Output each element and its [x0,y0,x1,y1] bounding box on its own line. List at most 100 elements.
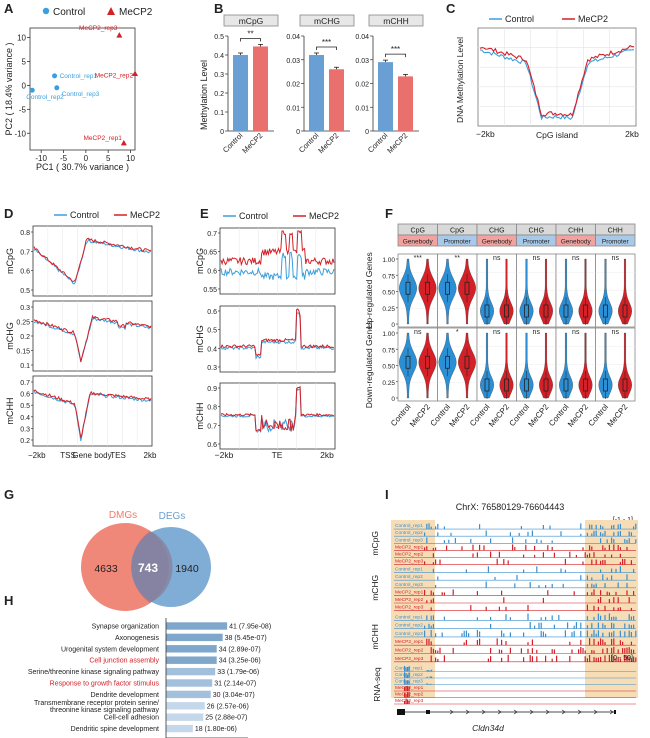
meth-bar [435,526,437,530]
meth-bar [443,592,445,596]
x-tick-label: -10 [35,154,47,163]
meth-bar [443,616,445,621]
rna-coverage [426,670,428,672]
meth-bar [540,630,542,637]
rna-coverage [404,678,406,685]
meth-bar [540,617,542,621]
meth-bar [615,658,617,662]
y-axis-label: mCpG [195,248,205,274]
meth-bar [626,546,628,551]
track-title: ChrX: 76580129-76604443 [456,502,565,512]
meth-bar [465,639,467,646]
meth-bar [600,638,602,646]
y-axis-label: PC2 ( 18.4% variance ) [4,42,14,135]
panel-letter: B [214,1,223,16]
meth-bar [428,623,430,629]
track-name: Control_rep3 [395,631,423,637]
meth-bar [476,552,478,558]
legend-marker-mecp2 [107,7,115,15]
meth-bar [538,622,540,629]
meth-bar [551,546,553,551]
y-tick-label: 5 [22,57,27,66]
meth-bar [582,648,584,654]
meth-bar [619,562,621,565]
series-line-mecp2 [33,314,152,363]
meth-bar [430,590,432,596]
meth-bar [560,531,562,537]
meth-bar [591,592,593,596]
meth-bar [619,607,621,611]
meth-bar [501,649,503,654]
track-name: Control_rep3 [395,537,423,543]
meth-bar [424,625,426,629]
meth-bar [580,639,582,646]
meth-bar [586,592,588,596]
y-tick-label: 0.04 [355,34,369,41]
meth-bar [503,597,505,603]
violin-control [399,258,417,325]
x-tick-label: 2kb [320,450,334,460]
rna-coverage [404,692,406,698]
track-name: MeCP2_rep3 [395,559,424,565]
meth-bar [600,590,602,596]
meth-bar [628,597,630,603]
meth-bar [619,531,621,537]
legend-label: MeCP2 [119,7,153,18]
gene-exon [614,710,616,714]
meth-bar [432,568,434,573]
y-tick-label: 0.03 [286,58,300,65]
meth-bar [435,547,437,551]
meth-bar [622,641,624,646]
signif-label: *** [322,38,331,47]
meth-bar [558,615,560,621]
meth-bar [527,605,529,611]
x-tick-label: -5 [60,154,68,163]
panel-letter: C [446,1,456,16]
meth-bar [611,616,613,621]
meth-bar [593,657,595,662]
meth-bar [509,617,511,621]
meth-bar [593,616,595,621]
y-tick-label: 0.7 [20,249,30,256]
y-tick-label: 0.8 [20,230,30,237]
meth-bar [450,532,452,537]
meth-bar [435,559,437,565]
meth-bar [520,648,522,654]
y-tick-label: 0.6 [207,309,217,316]
meth-bar [476,617,478,621]
signif-label: ** [247,29,253,38]
meth-bar [531,530,533,537]
x-axis-label: CpG island [536,130,578,140]
meth-bar [586,630,588,637]
meth-bar [613,656,615,662]
meth-bar [542,552,544,558]
meth-bar [527,648,529,654]
meth-bar [531,648,533,654]
meth-bar [525,544,527,551]
meth-bar [630,658,632,662]
venn-set-label: DEGs [159,511,186,522]
meth-bar [439,559,441,565]
gene-exon [426,710,430,714]
meth-bar [432,592,434,596]
meth-bar [611,537,613,544]
meth-bar [523,569,525,573]
x-tick-label: −2kb [476,129,495,139]
panel-g: DMGs DEGs 4633 743 1940 [81,510,211,611]
meth-bar [553,624,555,629]
point-label: MeCP2_rep3 [79,25,118,32]
meth-bar [575,622,577,629]
meth-bar [430,607,432,611]
meth-bar [437,523,439,530]
meth-bar [443,526,445,530]
meth-bar [595,633,597,637]
track-name: Control_rep1 [395,567,423,573]
meth-bar [619,640,621,646]
meth-bar [569,641,571,646]
meth-bar [424,561,426,565]
bar-value-label: 18 (1.80e-06) [195,726,237,733]
meth-bar [432,624,434,629]
meth-bar [628,656,630,662]
meth-bar [611,654,613,662]
